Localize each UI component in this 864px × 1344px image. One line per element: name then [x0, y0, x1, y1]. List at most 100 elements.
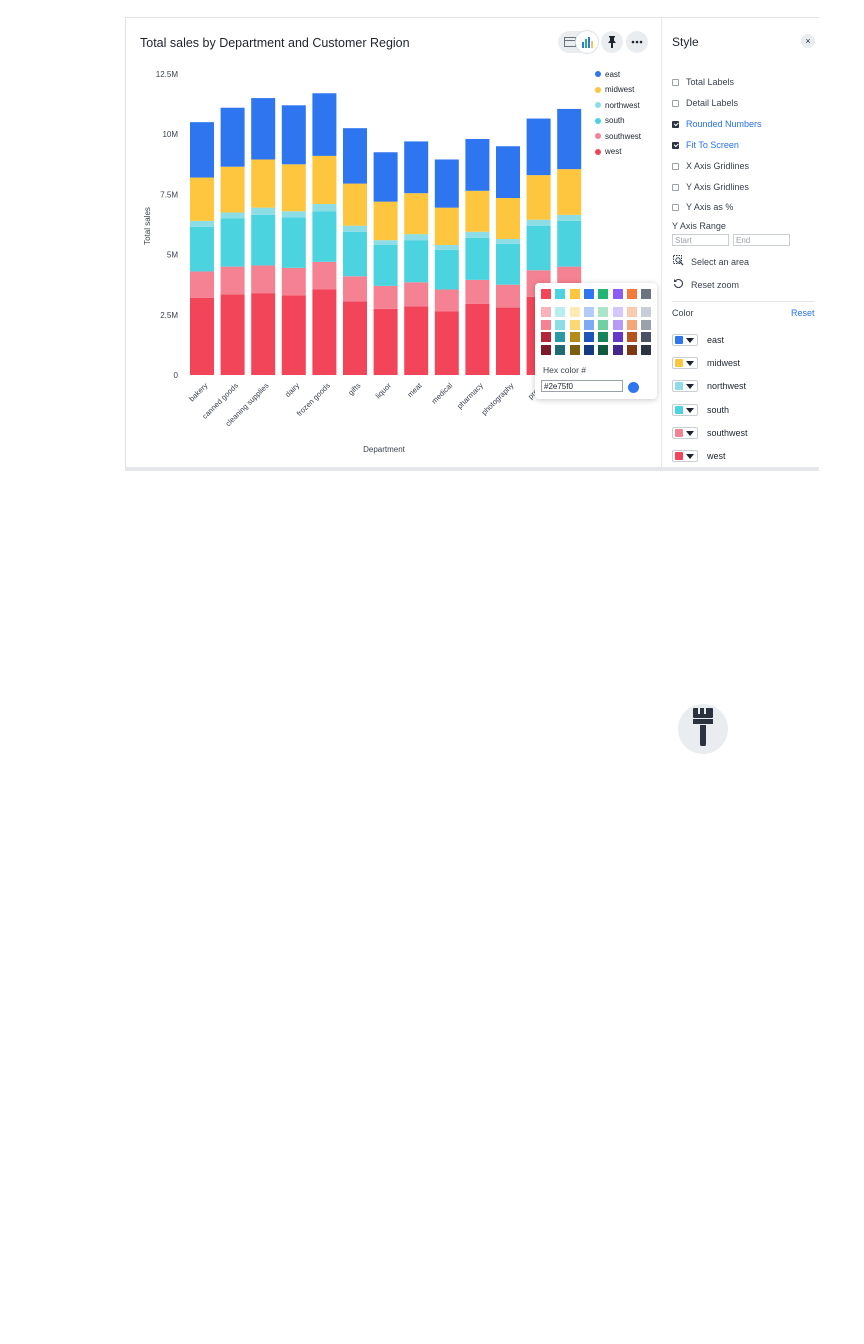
palette-swatch[interactable]: [583, 307, 594, 317]
palette-swatch[interactable]: [541, 307, 551, 317]
bar-segment-southwest[interactable]: [404, 282, 429, 307]
bar-segment-southwest[interactable]: [434, 289, 459, 312]
bar-segment-east[interactable]: [190, 122, 214, 178]
palette-swatch[interactable]: [626, 307, 637, 317]
bar-segment-west[interactable]: [220, 294, 245, 375]
option-y-axis-percent[interactable]: Y Axis as %: [672, 200, 733, 214]
bar-segment-west[interactable]: [312, 289, 337, 375]
table-icon[interactable]: [559, 31, 581, 53]
bar-segment-southwest[interactable]: [343, 276, 367, 302]
palette-swatch[interactable]: [569, 307, 580, 317]
palette-swatch[interactable]: [612, 332, 623, 342]
palette-swatch[interactable]: [569, 344, 580, 355]
option-y-axis-gridlines[interactable]: Y Axis Gridlines: [672, 180, 749, 194]
bar-segment-midwest[interactable]: [190, 177, 214, 221]
palette-swatch[interactable]: [555, 319, 566, 330]
checkbox[interactable]: [672, 141, 679, 149]
bar-segment-midwest[interactable]: [220, 166, 245, 213]
bar-segment-midwest[interactable]: [557, 169, 582, 215]
bar-segment-midwest[interactable]: [404, 193, 429, 235]
bar-segment-midwest[interactable]: [343, 183, 367, 226]
bar-segment-south[interactable]: [526, 225, 551, 271]
bar-segment-northwest[interactable]: [343, 225, 367, 232]
bar-segment-south[interactable]: [404, 240, 429, 283]
checkbox[interactable]: [672, 203, 679, 211]
legend-item-west[interactable]: west: [595, 146, 621, 158]
reset-zoom-tool[interactable]: Reset zoom: [672, 278, 739, 292]
bar-segment-southwest[interactable]: [220, 266, 245, 295]
bar-segment-south[interactable]: [281, 217, 306, 268]
option-fit-to-screen[interactable]: Fit To Screen: [672, 138, 739, 152]
palette-swatch[interactable]: [612, 319, 623, 330]
bar-segment-southwest[interactable]: [251, 265, 276, 294]
color-dropdown[interactable]: [672, 334, 698, 346]
bar-segment-midwest[interactable]: [251, 159, 276, 208]
bar-segment-east[interactable]: [434, 159, 459, 208]
palette-swatch[interactable]: [598, 289, 609, 299]
bar-segment-northwest[interactable]: [404, 234, 429, 241]
color-dropdown[interactable]: [672, 380, 698, 392]
palette-swatch[interactable]: [541, 289, 551, 299]
palette-swatch[interactable]: [641, 332, 652, 342]
bar-segment-midwest[interactable]: [526, 175, 551, 220]
palette-swatch[interactable]: [641, 289, 652, 299]
select-area-tool[interactable]: Select an area: [672, 255, 749, 269]
color-dropdown[interactable]: [672, 450, 698, 462]
legend-item-east[interactable]: east: [595, 68, 620, 80]
bar-segment-southwest[interactable]: [281, 267, 306, 296]
bar-segment-west[interactable]: [465, 303, 490, 375]
legend-item-northwest[interactable]: northwest: [595, 99, 640, 111]
checkbox[interactable]: [672, 99, 679, 107]
legend-item-southwest[interactable]: southwest: [595, 130, 641, 142]
bar-segment-northwest[interactable]: [312, 204, 337, 212]
bar-segment-south[interactable]: [190, 226, 214, 272]
bar-segment-east[interactable]: [557, 108, 582, 170]
bar-segment-south[interactable]: [312, 211, 337, 262]
bar-segment-east[interactable]: [526, 118, 551, 176]
checkbox[interactable]: [672, 162, 679, 170]
bar-segment-west[interactable]: [496, 307, 520, 375]
color-reset-link[interactable]: Reset: [791, 308, 815, 318]
bar-segment-south[interactable]: [373, 244, 398, 286]
palette-swatch[interactable]: [583, 289, 594, 299]
bar-segment-southwest[interactable]: [312, 261, 337, 290]
palette-swatch[interactable]: [583, 344, 594, 355]
palette-swatch[interactable]: [569, 332, 580, 342]
bar-segment-east[interactable]: [465, 139, 490, 191]
bar-segment-east[interactable]: [312, 93, 337, 156]
bar-segment-west[interactable]: [251, 293, 276, 375]
palette-swatch[interactable]: [569, 289, 580, 299]
option-rounded-numbers[interactable]: Rounded Numbers: [672, 117, 762, 131]
option-total-labels[interactable]: Total Labels: [672, 75, 734, 89]
palette-swatch[interactable]: [612, 289, 623, 299]
palette-swatch[interactable]: [598, 332, 609, 342]
bar-segment-south[interactable]: [465, 237, 490, 280]
bar-segment-northwest[interactable]: [220, 212, 245, 219]
close-icon[interactable]: ×: [801, 34, 815, 48]
color-dropdown[interactable]: [672, 427, 698, 439]
bar-segment-east[interactable]: [251, 98, 276, 160]
bar-segment-southwest[interactable]: [190, 271, 214, 298]
bar-segment-northwest[interactable]: [465, 231, 490, 238]
legend-item-midwest[interactable]: midwest: [595, 84, 634, 96]
option-x-axis-gridlines[interactable]: X Axis Gridlines: [672, 159, 749, 173]
palette-swatch[interactable]: [598, 319, 609, 330]
bar-segment-east[interactable]: [496, 146, 520, 199]
bar-segment-west[interactable]: [434, 311, 459, 375]
palette-swatch[interactable]: [598, 344, 609, 355]
checkbox[interactable]: [672, 183, 679, 191]
bar-segment-east[interactable]: [220, 107, 245, 167]
bar-segment-west[interactable]: [190, 297, 214, 375]
bar-segment-midwest[interactable]: [496, 198, 520, 239]
bar-segment-northwest[interactable]: [190, 220, 214, 227]
legend-item-south[interactable]: south: [595, 115, 625, 127]
palette-swatch[interactable]: [583, 319, 594, 330]
bar-segment-south[interactable]: [251, 214, 276, 266]
bar-segment-south[interactable]: [220, 218, 245, 267]
hex-color-input[interactable]: #2e75f0: [541, 380, 623, 392]
bar-segment-northwest[interactable]: [251, 207, 276, 215]
bar-segment-south[interactable]: [557, 220, 582, 267]
bar-segment-midwest[interactable]: [281, 164, 306, 212]
palette-swatch[interactable]: [641, 307, 652, 317]
palette-swatch[interactable]: [626, 332, 637, 342]
